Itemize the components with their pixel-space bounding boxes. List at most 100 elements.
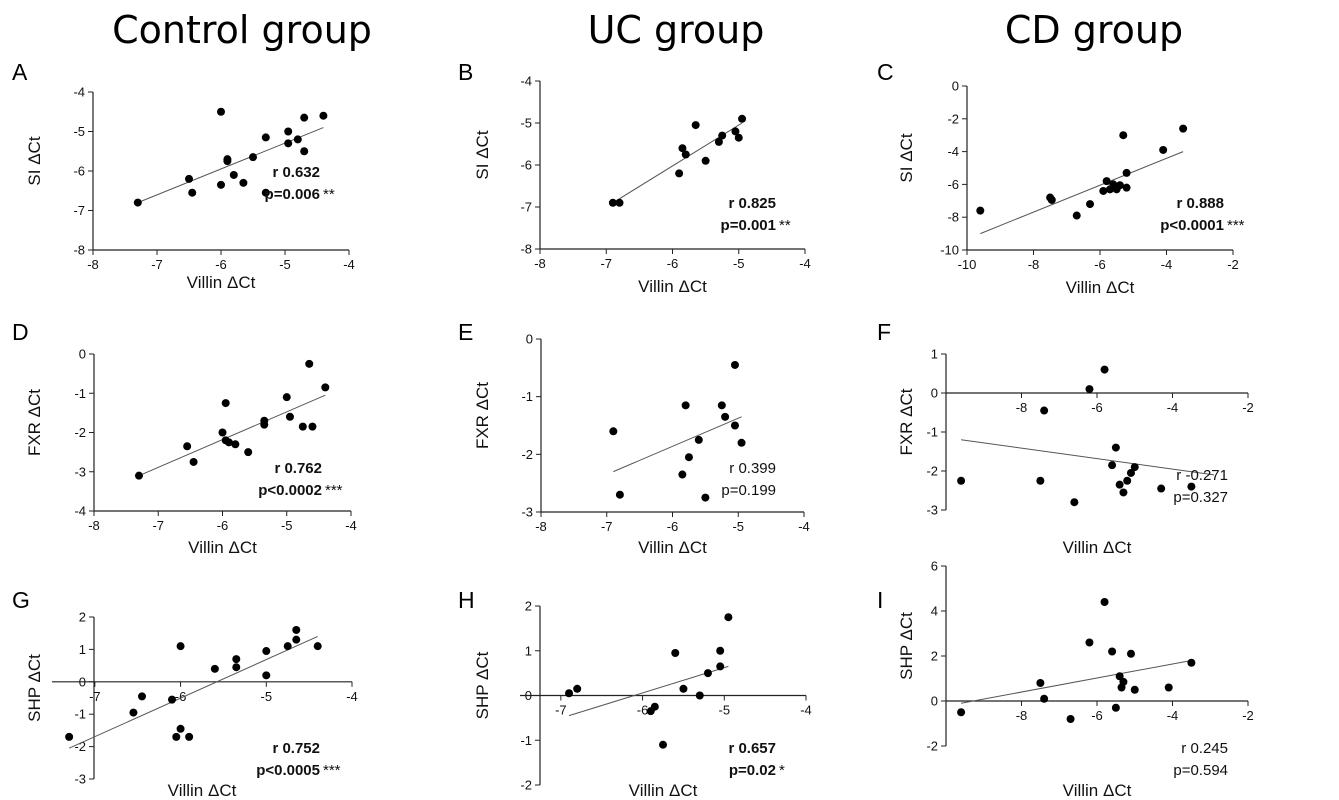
y-tick-label: -2: [947, 111, 959, 126]
data-point: [659, 740, 667, 749]
data-point: [262, 647, 271, 656]
data-point: [300, 147, 309, 156]
data-point: [1099, 186, 1108, 195]
x-tick-label: -7: [151, 257, 163, 272]
data-point: [1036, 476, 1045, 485]
significance-stars: ***: [1227, 217, 1245, 234]
x-axis-label: Villin ΔCt: [168, 781, 237, 800]
x-tick-label: -4: [343, 257, 355, 272]
data-point: [724, 613, 733, 622]
data-point: [608, 198, 617, 207]
data-point: [313, 642, 322, 651]
data-point: [185, 174, 193, 183]
data-point: [565, 689, 574, 698]
y-tick-label: -10: [940, 243, 959, 258]
x-tick-label: -6: [215, 257, 227, 272]
data-point: [1100, 365, 1109, 374]
y-axis-label: SHP ΔCt: [897, 612, 916, 680]
x-tick-label: -4: [345, 518, 357, 533]
y-tick-label: -2: [926, 464, 938, 479]
x-tick-label: -4: [346, 689, 358, 704]
x-axis-label: Villin ΔCt: [187, 273, 256, 292]
data-point: [1072, 211, 1081, 220]
y-tick-label: 1: [79, 642, 86, 657]
regression-line: [613, 416, 742, 473]
x-axis-label: Villin ΔCt: [188, 538, 257, 557]
y-tick-label: -1: [521, 389, 533, 404]
stat-p-value: p<0.0005: [256, 762, 320, 779]
data-point: [1086, 200, 1095, 209]
y-tick-label: -6: [947, 177, 959, 192]
regression-line: [961, 439, 1215, 476]
data-point: [292, 635, 301, 644]
y-tick-label: -4: [74, 504, 86, 519]
data-point: [282, 393, 291, 402]
panel-letter-a: A: [12, 59, 28, 85]
x-tick-label: -5: [281, 518, 293, 533]
regression-line: [137, 127, 324, 204]
data-point: [738, 114, 747, 123]
y-tick-label: 0: [931, 694, 938, 709]
data-point: [716, 646, 725, 655]
panel-letter-f: F: [877, 319, 891, 345]
data-point: [1108, 647, 1117, 656]
data-point: [229, 170, 238, 179]
panel-g: G -3 -2 -1 0 1 2 -7 -6 -5 -4 Villin ΔCt SHP ΔCt r 0.7…: [12, 587, 358, 800]
panel-letter-i: I: [877, 587, 883, 613]
significance-stars: **: [323, 186, 335, 203]
data-point: [308, 422, 317, 431]
data-point: [185, 732, 194, 741]
x-tick-label: -6: [1091, 708, 1103, 723]
data-point: [1119, 131, 1128, 140]
data-point: [1085, 638, 1094, 647]
data-point: [284, 139, 293, 148]
stat-r-value: r 0.762: [274, 460, 322, 477]
x-tick-label: -5: [733, 256, 745, 271]
y-tick-label: -2: [74, 739, 86, 754]
data-point: [730, 421, 739, 430]
data-point: [260, 420, 269, 429]
x-tick-label: -4: [1167, 708, 1179, 723]
x-tick-label: -4: [1167, 400, 1179, 415]
panel-f: F -3 -2 -1 0 1 -8 -6 -4 -2 Villin ΔCt FXR ΔCt r -0.2…: [877, 319, 1254, 557]
regression-line: [961, 660, 1192, 704]
x-tick-label: -6: [667, 256, 679, 271]
data-point: [615, 198, 624, 207]
data-point: [1187, 482, 1196, 491]
column-title-cd: CD group: [1004, 8, 1184, 52]
data-point: [1115, 672, 1124, 681]
data-point: [1187, 658, 1196, 667]
y-tick-label: -5: [73, 124, 85, 139]
y-tick-label: -1: [74, 386, 86, 401]
stat-p-value: p=0.199: [721, 482, 776, 499]
panel-i: I -2 0 2 4 6 -8 -6 -4 -2 Villin ΔCt SHP ΔCt r 0.245 p…: [877, 559, 1254, 800]
data-point: [285, 412, 294, 421]
y-tick-label: -8: [520, 242, 532, 257]
x-axis-label: Villin ΔCt: [638, 277, 707, 296]
x-tick-label: -8: [534, 256, 546, 271]
x-tick-label: -8: [1028, 257, 1040, 272]
data-point: [701, 493, 710, 502]
data-point: [734, 133, 743, 142]
x-tick-label: -7: [600, 256, 612, 271]
y-tick-label: -3: [521, 505, 533, 520]
data-point: [1066, 715, 1075, 723]
data-point: [292, 625, 301, 634]
data-point: [1111, 443, 1120, 452]
data-point: [138, 692, 146, 701]
data-point: [223, 157, 232, 166]
y-tick-label: 0: [79, 674, 86, 689]
x-tick-label: -8: [87, 257, 99, 272]
data-point: [1111, 703, 1120, 712]
x-tick-label: -10: [958, 257, 977, 272]
data-point: [239, 178, 248, 187]
x-axis-label: Villin ΔCt: [1066, 278, 1135, 297]
y-tick-label: 0: [526, 332, 533, 347]
data-point: [718, 131, 727, 140]
x-tick-label: -4: [800, 703, 812, 718]
data-point: [249, 153, 257, 162]
panel-letter-h: H: [458, 587, 475, 613]
data-point: [261, 133, 270, 142]
data-point: [1164, 683, 1173, 692]
panel-c: C -10 -8 -6 -4 -2 0 -10 -8 -6 -4 -2 Villin ΔCt SI ΔCt…: [877, 59, 1245, 297]
